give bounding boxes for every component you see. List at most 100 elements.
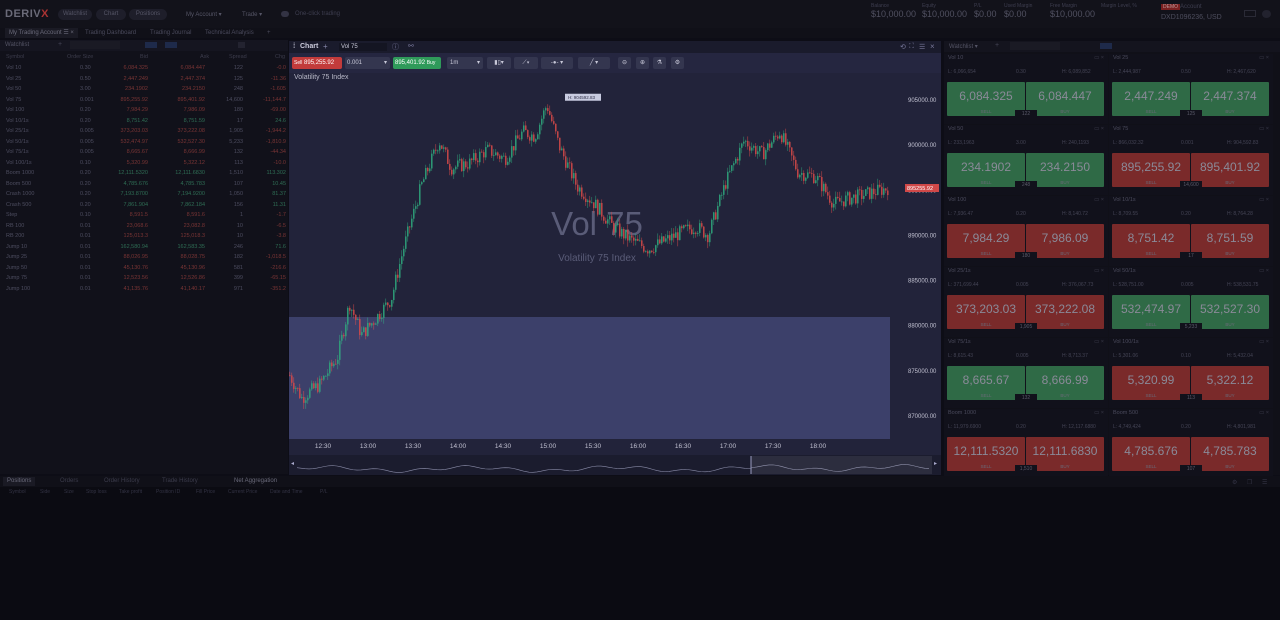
tile-sell-button[interactable]: 895,255.92 SELL (1112, 153, 1190, 187)
row-ask[interactable]: 8,591.6 (186, 212, 205, 218)
tile-sell-button[interactable]: 7,984.29 SELL (947, 224, 1025, 258)
table-row[interactable]: Vol 75 0.001 895,255.92 895,401.92 14,600 -11… (0, 95, 288, 106)
row-ask[interactable]: 5,322.12 (183, 159, 205, 166)
tiles-grid-icon[interactable] (1100, 43, 1112, 49)
row-bid[interactable]: 2,447.249 (123, 75, 148, 82)
table-row[interactable]: Vol 75/1s 0.005 8,665.67 8,666.99 132 -44.34 (0, 147, 288, 158)
row-ask[interactable]: 8,666.99 (183, 149, 205, 155)
panel-menu-icon[interactable]: ☰ (1262, 480, 1268, 486)
add-chart-icon[interactable]: + (323, 42, 328, 51)
row-ask[interactable]: 23,082.8 (183, 222, 205, 229)
view-list-icon[interactable] (145, 42, 157, 48)
table-row[interactable]: Vol 100 0.20 7,984.29 7,986.09 180 -69.00 (0, 105, 288, 116)
tile-menu-icon[interactable]: ▭ × (1094, 197, 1104, 203)
watch-tile[interactable]: Vol 100/1s ▭ × L: 5,301.06 0.10 H: 5,432.04 5… (1109, 338, 1273, 408)
table-row[interactable]: Vol 50/1s 0.005 532,474.97 532,527.30 5,233 -… (0, 137, 288, 148)
tile-size[interactable]: 0.10 (1181, 353, 1191, 359)
tile-size[interactable]: 0.001 (1181, 140, 1194, 146)
tile-menu-icon[interactable]: ▭ × (1094, 410, 1104, 416)
tile-buy-button[interactable]: 895,401.92 BUY (1191, 153, 1269, 187)
tile-menu-icon[interactable]: ▭ × (1259, 197, 1269, 203)
tile-sell-button[interactable]: 8,665.67 SELL (947, 366, 1025, 400)
close-icon[interactable]: × (930, 42, 935, 51)
row-bid[interactable]: 6,084.325 (123, 65, 148, 71)
tile-sell-button[interactable]: 532,474.97 SELL (1112, 295, 1190, 329)
positions-tab[interactable]: Net Aggregation (234, 478, 278, 484)
tile-buy-button[interactable]: 7,986.09 BUY (1026, 224, 1104, 258)
tile-buy-button[interactable]: 234.2150 BUY (1026, 153, 1104, 187)
nav-chart-button[interactable]: Chart (96, 9, 126, 20)
sell-button[interactable]: Sell 895,255.92 (292, 57, 342, 69)
row-ask[interactable]: 162,583.35 (177, 243, 205, 250)
tile-sell-button[interactable]: 6,084.325 SELL (947, 82, 1025, 116)
flask-icon[interactable]: ⚗ (653, 57, 666, 69)
watch-tile[interactable]: Vol 10 ▭ × L: 6,066,654 0.30 H: 6,089,852 6,0… (944, 54, 1108, 124)
row-ask[interactable]: 8,751.59 (183, 117, 205, 124)
row-bid[interactable]: 532,474.97 (120, 138, 148, 145)
app-logo[interactable]: DERIVX (5, 8, 49, 20)
tile-buy-button[interactable]: 4,785.783 BUY (1191, 437, 1269, 471)
timeframe-select[interactable]: 1m ▾ (447, 57, 483, 69)
row-ask[interactable]: 41,140.17 (180, 285, 205, 292)
row-bid[interactable]: 125,013.3 (123, 233, 148, 239)
row-bid[interactable]: 7,861.904 (123, 201, 148, 208)
table-row[interactable]: Vol 10 0.30 6,084.325 6,084.447 122 -0.0 (0, 63, 288, 74)
table-row[interactable]: Crash 500 0.20 7,861.904 7,862.184 156 11.31 (0, 200, 288, 211)
row-ask[interactable]: 2,447.374 (180, 75, 205, 82)
tile-menu-icon[interactable]: ▭ × (1259, 268, 1269, 274)
chart-symbol-input[interactable]: Vol 75 (339, 43, 387, 51)
watch-tile[interactable]: Vol 75 ▭ × L: 866,032.32 0.001 H: 904,592.83… (1109, 125, 1273, 195)
row-bid[interactable]: 162,580.94 (120, 243, 148, 250)
row-bid[interactable]: 8,591.5 (129, 212, 148, 218)
layout-icon[interactable] (1244, 10, 1256, 17)
panel-menu-icon[interactable] (238, 42, 245, 48)
row-bid[interactable]: 7,193.8700 (120, 191, 148, 197)
watch-tile[interactable]: Vol 75/1s ▭ × L: 8,615.43 0.005 H: 8,713.37 8… (944, 338, 1108, 408)
positions-tab[interactable]: Order History (104, 478, 140, 484)
tile-buy-button[interactable]: 373,222.08 BUY (1026, 295, 1104, 329)
panel-restore-icon[interactable]: ❐ (1247, 480, 1253, 486)
zoom-out-icon[interactable]: ⊖ (618, 57, 631, 69)
time-axis[interactable]: 12:30 13:00 13:30 14:00 14:30 15:00 15:30 16:00… (315, 443, 827, 450)
size-select[interactable]: 0.001 ▾ (345, 57, 390, 69)
table-row[interactable]: Vol 100/1s 0.10 5,320.99 5,322.12 113 -10.0 (0, 158, 288, 169)
row-bid[interactable]: 12,523.56 (123, 275, 148, 281)
row-ask[interactable]: 6,084.447 (180, 65, 205, 71)
table-row[interactable]: Boom 1000 0.20 12,111.5320 12,111.6830 1,510… (0, 168, 288, 179)
my-account-dropdown[interactable]: My Account ▾ (186, 12, 222, 18)
tile-size[interactable]: 0.005 (1016, 353, 1029, 359)
info-icon[interactable]: ⓘ (392, 44, 399, 51)
tile-buy-button[interactable]: 8,751.59 BUY (1191, 224, 1269, 258)
settings-icon[interactable] (1262, 10, 1271, 18)
row-ask[interactable]: 373,222.08 (177, 128, 205, 134)
tile-menu-icon[interactable]: ▭ × (1094, 55, 1104, 61)
panel-options-icon[interactable]: ⚙ (1232, 480, 1238, 486)
tile-buy-button[interactable]: 12,111.6830 BUY (1026, 437, 1104, 471)
trade-dropdown[interactable]: Trade ▾ (242, 12, 263, 18)
row-bid[interactable]: 88,026.95 (123, 254, 148, 260)
row-ask[interactable]: 532,527.30 (177, 138, 205, 145)
row-ask[interactable]: 12,111.6830 (175, 170, 205, 176)
positions-tab[interactable]: Orders (60, 478, 79, 484)
indicators-icon[interactable]: ⟋▾ (514, 57, 538, 69)
table-row[interactable]: RB 100 0.01 23,068.6 23,082.8 10 -6.5 (0, 221, 288, 232)
row-ask[interactable]: 88,028.75 (180, 254, 205, 260)
table-row[interactable]: Crash 1000 0.20 7,193.8700 7,194.9200 1,050 8… (0, 189, 288, 200)
tiles-search-input[interactable] (1010, 42, 1060, 50)
positions-tab[interactable]: Trade History (162, 478, 198, 484)
row-bid[interactable]: 373,203.03 (120, 128, 148, 134)
buy-button[interactable]: 895,401.92 Buy (393, 57, 441, 69)
tile-buy-button[interactable]: 532,527.30 BUY (1191, 295, 1269, 329)
table-row[interactable]: Jump 10 0.01 162,580.94 162,583.35 246 71.6 (0, 242, 288, 253)
chart-navigator[interactable]: ◂ ▸ (289, 455, 941, 475)
navigator-window[interactable] (751, 456, 932, 474)
tile-menu-icon[interactable]: ▭ × (1094, 339, 1104, 345)
crosshair-icon[interactable]: -●- ▾ (541, 57, 573, 69)
link-icon[interactable]: ⚯ (408, 43, 414, 50)
row-ask[interactable]: 45,130.96 (180, 264, 205, 271)
table-row[interactable]: Jump 50 0.01 45,130.76 45,130.96 581 -216.6 (0, 263, 288, 274)
tile-sell-button[interactable]: 12,111.5320 SELL (947, 437, 1025, 471)
tile-sell-button[interactable]: 5,320.99 SELL (1112, 366, 1190, 400)
tile-size[interactable]: 0.50 (1181, 69, 1191, 75)
tile-size[interactable]: 0.20 (1016, 424, 1026, 430)
